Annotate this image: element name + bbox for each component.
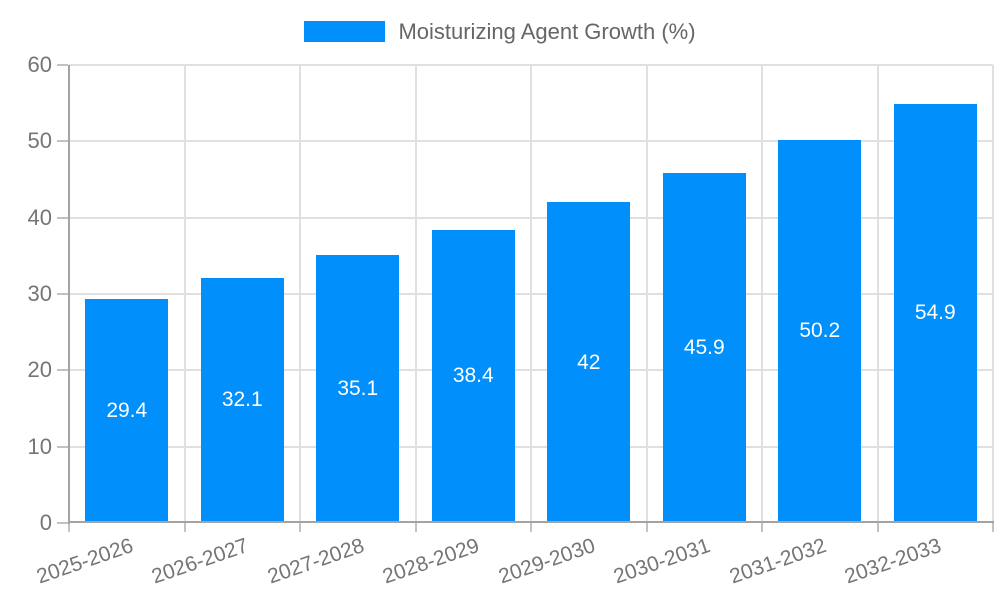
y-tick-mark [57,522,68,524]
x-gridline [645,65,648,523]
x-tick-mark [876,523,879,532]
x-gridline [530,65,532,523]
x-tick-mark [68,523,70,532]
x-gridline [299,65,301,523]
y-tick-label: 10 [27,433,52,459]
y-tick-mark [57,293,68,295]
bar-2026-2027[interactable]: 32.1 [200,277,284,523]
x-gridline [992,65,994,523]
bar-2028-2029[interactable]: 38.4 [431,229,515,523]
y-tick-mark [57,64,68,66]
x-tick-mark [299,523,301,532]
bar-value-label: 45.9 [683,335,725,359]
y-tick-label: 60 [27,52,52,77]
x-gridline [183,65,186,523]
bar-2031-2032[interactable]: 50.2 [778,139,862,523]
y-tick-mark [57,369,68,372]
bar-2030-2031[interactable]: 45.9 [662,172,746,523]
x-tick-mark [992,523,994,532]
bar-2029-2030[interactable]: 42 [547,202,631,523]
x-gridline [876,65,879,523]
bar-value-label: 50.2 [799,319,841,343]
x-tick-mark [761,523,763,532]
bar-value-label: 42 [577,350,601,374]
bar-value-label: 35.1 [337,377,379,401]
y-axis-line [68,65,70,524]
legend-swatch-icon [304,21,386,42]
bar-value-label: 32.1 [221,388,263,412]
bar-value-label: 54.9 [914,301,956,325]
x-gridline [414,65,417,523]
y-tick-mark [57,216,68,219]
bar-value-label: 29.4 [106,398,148,422]
y-tick-label: 40 [27,204,52,230]
y-tick-mark [57,445,68,448]
bar-value-label: 38.4 [452,364,494,388]
x-axis-line [68,521,994,523]
x-tick-mark [183,523,186,532]
y-tick-label: 30 [27,281,52,306]
y-tick-mark [57,140,68,143]
plot-area: 0 10 20 30 40 50 60 29.4 2025-2026 32.1 2026-2027 3… [28,53,994,589]
x-tick-mark [414,523,417,532]
bar-2027-2028[interactable]: 35.1 [316,255,400,523]
x-gridline [761,65,763,523]
chart-legend[interactable]: Moisturizing Agent Growth (%) [0,20,1000,43]
x-tick-mark [645,523,648,532]
bar-2032-2033[interactable]: 54.9 [893,103,977,523]
y-tick-label: 0 [39,510,52,535]
y-tick-label: 50 [27,128,52,154]
bar-2025-2026[interactable]: 29.4 [85,298,169,523]
x-tick-mark [530,523,532,532]
y-tick-label: 20 [27,357,52,383]
legend-label: Moisturizing Agent Growth (%) [398,19,696,44]
